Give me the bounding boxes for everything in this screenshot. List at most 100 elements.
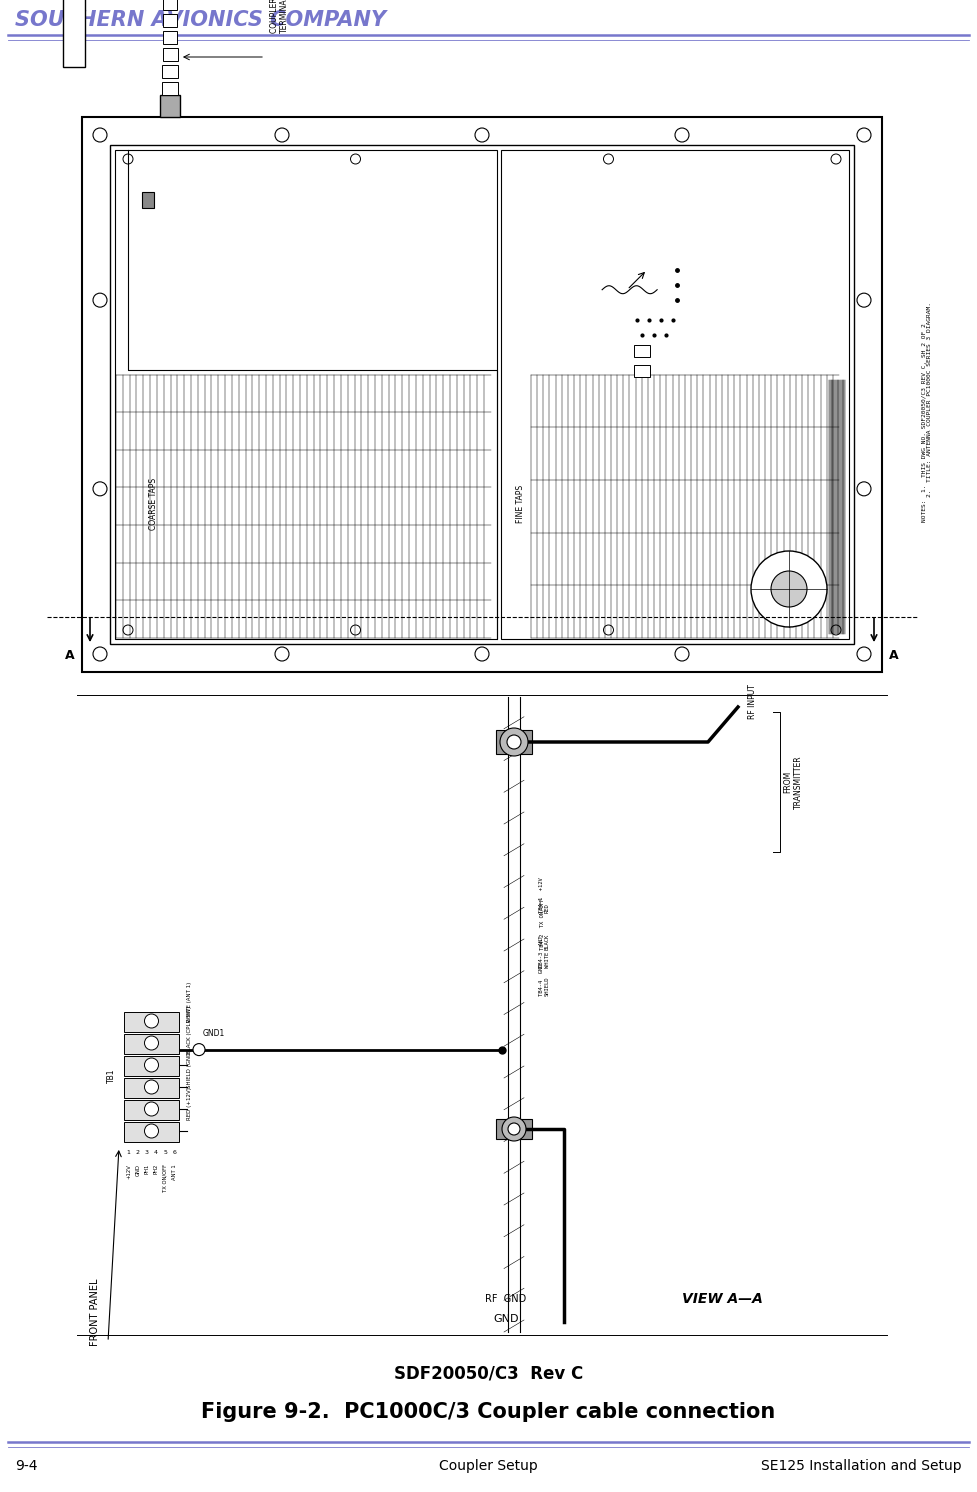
Bar — [163, 0, 177, 10]
Text: SDF20050/C3  Rev C: SDF20050/C3 Rev C — [394, 1365, 583, 1383]
Bar — [115, 151, 497, 639]
Circle shape — [93, 128, 107, 142]
Text: 5: 5 — [163, 1150, 167, 1155]
Text: ANT 1: ANT 1 — [172, 1164, 177, 1180]
Bar — [124, 1012, 179, 1032]
Circle shape — [857, 292, 871, 307]
Bar — [142, 192, 154, 207]
Text: 1: 1 — [127, 1150, 131, 1155]
Text: COARSE TAPS: COARSE TAPS — [149, 479, 158, 530]
Circle shape — [475, 648, 489, 661]
Bar — [162, 66, 178, 78]
Text: TB4-3  ANT
WHITE: TB4-3 ANT WHITE — [539, 935, 550, 968]
Text: 4: 4 — [154, 1150, 158, 1155]
Bar — [496, 1119, 508, 1138]
Text: TX ON/OFF: TX ON/OFF — [163, 1164, 168, 1192]
Text: GND: GND — [135, 1164, 141, 1176]
Text: TB4-4  GND
SHIELD: TB4-4 GND SHIELD — [539, 964, 550, 995]
Text: FINE TAPS: FINE TAPS — [517, 485, 526, 524]
Text: TB4-2  TX ON/OFF
BLACK: TB4-2 TX ON/OFF BLACK — [539, 898, 550, 949]
Circle shape — [123, 625, 133, 636]
Text: 9-4: 9-4 — [15, 1459, 37, 1473]
Circle shape — [145, 1058, 158, 1071]
Circle shape — [604, 625, 614, 636]
Text: SE125 Installation and Setup: SE125 Installation and Setup — [761, 1459, 962, 1473]
Bar — [160, 95, 180, 116]
Bar — [124, 1100, 179, 1120]
Text: PH2: PH2 — [153, 1164, 158, 1174]
Bar — [162, 48, 178, 61]
Circle shape — [351, 154, 361, 164]
Text: Coupler Setup: Coupler Setup — [439, 1459, 538, 1473]
Text: TB4-1  +12V
RED: TB4-1 +12V RED — [539, 877, 550, 913]
Text: +12V: +12V — [126, 1164, 131, 1179]
Text: FROM
TRANSMITTER: FROM TRANSMITTER — [784, 755, 803, 809]
Bar — [82, 116, 882, 671]
Bar — [163, 13, 177, 27]
Circle shape — [500, 728, 528, 756]
Text: Figure 9-2.  PC1000C/3 Coupler cable connection: Figure 9-2. PC1000C/3 Coupler cable conn… — [201, 1402, 776, 1422]
Circle shape — [351, 625, 361, 636]
Bar — [124, 1079, 179, 1098]
Circle shape — [857, 482, 871, 495]
Text: NOTES:  1.  THIS DWG NO. SDF20050/C3 REV C, SH 2 OF 2
            2.  TITLE: ANT: NOTES: 1. THIS DWG NO. SDF20050/C3 REV C… — [921, 303, 932, 542]
Text: PH1: PH1 — [145, 1164, 149, 1174]
Text: WHITE (ANT 1): WHITE (ANT 1) — [187, 982, 192, 1022]
Circle shape — [193, 1043, 205, 1056]
Circle shape — [857, 128, 871, 142]
Bar — [124, 1056, 179, 1076]
Bar — [520, 1119, 532, 1138]
Bar — [496, 730, 508, 753]
Circle shape — [675, 648, 689, 661]
Bar — [163, 31, 177, 43]
Text: BLACK (CPLR SW): BLACK (CPLR SW) — [187, 1007, 192, 1055]
Bar — [634, 364, 650, 376]
Text: RF INPUT: RF INPUT — [748, 685, 757, 719]
Circle shape — [123, 154, 133, 164]
Circle shape — [145, 1015, 158, 1028]
Text: RED (+12V): RED (+12V) — [187, 1088, 192, 1120]
Bar — [501, 151, 849, 639]
Circle shape — [475, 128, 489, 142]
Text: RF  GND: RF GND — [486, 1294, 527, 1304]
Bar — [124, 1034, 179, 1053]
Text: A: A — [889, 649, 899, 661]
Circle shape — [145, 1035, 158, 1050]
Circle shape — [751, 551, 827, 627]
Circle shape — [831, 625, 841, 636]
Text: TB1: TB1 — [107, 1068, 116, 1083]
Text: GND: GND — [493, 1314, 519, 1323]
Bar — [162, 82, 178, 95]
Bar — [124, 1122, 179, 1141]
Circle shape — [93, 648, 107, 661]
Circle shape — [145, 1080, 158, 1094]
Circle shape — [508, 1123, 520, 1135]
Circle shape — [857, 648, 871, 661]
Text: SHIELD (GND): SHIELD (GND) — [187, 1049, 192, 1088]
Bar — [634, 345, 650, 357]
Text: FRONT PANEL: FRONT PANEL — [90, 1279, 100, 1346]
Bar — [110, 145, 854, 645]
Bar — [520, 730, 532, 753]
Text: 2: 2 — [136, 1150, 140, 1155]
Circle shape — [675, 128, 689, 142]
Text: 6: 6 — [173, 1150, 177, 1155]
Circle shape — [831, 154, 841, 164]
Circle shape — [507, 736, 521, 749]
Circle shape — [145, 1123, 158, 1138]
Circle shape — [502, 1118, 526, 1141]
Circle shape — [604, 154, 614, 164]
Text: VIEW A—A: VIEW A—A — [682, 1292, 762, 1306]
Text: COUPLER  OUTPUT
TERMINAL: COUPLER OUTPUT TERMINAL — [270, 0, 289, 33]
Circle shape — [771, 571, 807, 607]
Bar — [63, 0, 85, 67]
Text: 3: 3 — [145, 1150, 149, 1155]
Circle shape — [275, 128, 289, 142]
Text: GND1: GND1 — [203, 1028, 225, 1037]
Circle shape — [275, 648, 289, 661]
Circle shape — [93, 482, 107, 495]
Text: SOUTHERN AVIONICS COMPANY: SOUTHERN AVIONICS COMPANY — [15, 10, 386, 30]
Circle shape — [93, 292, 107, 307]
Text: A: A — [65, 649, 75, 661]
Circle shape — [145, 1103, 158, 1116]
